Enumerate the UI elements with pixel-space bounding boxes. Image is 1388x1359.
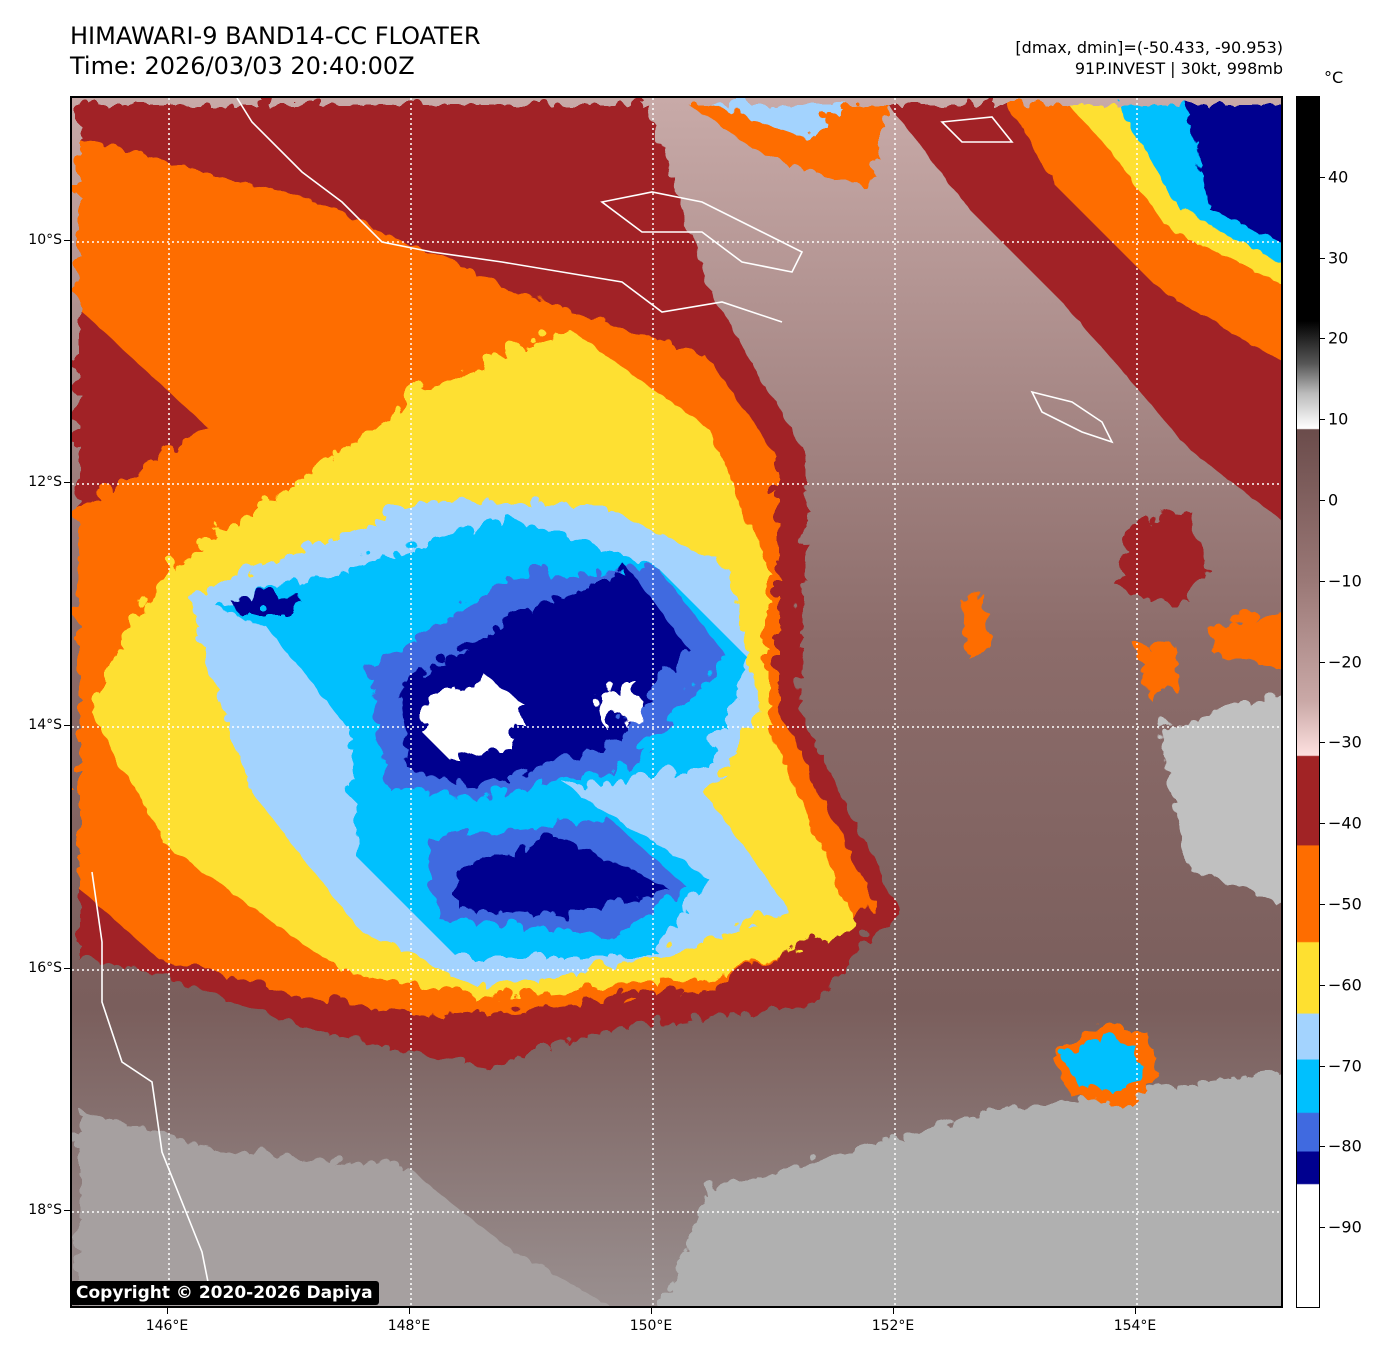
colorbar-tick-label: −60	[1328, 975, 1362, 995]
storm-info: 91P.INVEST | 30kt, 998mb	[1074, 59, 1283, 78]
temperature-range: [dmax, dmin]=(-50.433, -90.953)	[1015, 38, 1283, 57]
tick	[1135, 1308, 1136, 1314]
cloud-coldest	[417, 672, 522, 752]
coastline	[91, 98, 1114, 1303]
lon-label: 148°E	[387, 1318, 431, 1334]
colorbar-tick	[1320, 176, 1325, 178]
cloud-navy	[1182, 98, 1281, 241]
tick	[64, 1210, 70, 1211]
tick	[64, 482, 70, 483]
lat-label: 10°S	[28, 232, 62, 248]
cloud-cyan	[1057, 1027, 1137, 1092]
colorbar-tick-label: −10	[1328, 571, 1362, 591]
cloud-orange	[1132, 637, 1172, 692]
cloud-orange	[1202, 602, 1281, 662]
tick	[64, 968, 70, 969]
lon-label: 146°E	[145, 1318, 189, 1334]
cloud-orange	[682, 98, 882, 182]
colorbar-tick-label: 0	[1328, 490, 1339, 510]
colorbar-tick	[1320, 1227, 1325, 1229]
colorbar-tick	[1320, 419, 1325, 421]
colorbar-tick-label: 40	[1328, 167, 1349, 187]
tick	[651, 1308, 652, 1314]
colorbar-tick	[1320, 338, 1325, 340]
colorbar-tick	[1320, 984, 1325, 986]
figure-title: HIMAWARI-9 BAND14-CC FLOATER	[70, 22, 481, 50]
lon-label: 154°E	[1113, 1318, 1157, 1334]
colorbar-tick	[1320, 823, 1325, 825]
lat-label: 18°S	[28, 1202, 62, 1218]
low-cloud-area	[72, 1102, 615, 1306]
figure-time: Time: 2026/03/03 20:40:00Z	[70, 52, 415, 80]
cloud-coldest	[592, 677, 637, 720]
colorbar-tick-label: 20	[1328, 328, 1349, 348]
cloud-orange	[952, 587, 987, 652]
colorbar-unit: °C	[1324, 68, 1344, 87]
copyright-badge: Copyright © 2020-2026 Dapiya	[70, 1281, 379, 1305]
colorbar-tick-label: −80	[1328, 1136, 1362, 1156]
colorbar-tick-label: −40	[1328, 813, 1362, 833]
lat-label: 14°S	[28, 717, 62, 733]
colorbar-tick-label: 30	[1328, 248, 1349, 268]
tick	[64, 240, 70, 241]
lat-label: 16°S	[28, 960, 62, 976]
lat-label: 12°S	[28, 474, 62, 490]
graticule	[72, 98, 1281, 1306]
tick	[409, 1308, 410, 1314]
cloud-navy	[452, 832, 662, 912]
colorbar	[1296, 96, 1320, 1308]
tick	[167, 1308, 168, 1314]
colorbar-tick-label: −20	[1328, 652, 1362, 672]
colorbar-tick	[1320, 257, 1325, 259]
colorbar-tick-label: −30	[1328, 732, 1362, 752]
cloud-lightblue	[702, 98, 842, 132]
colorbar-tick	[1320, 904, 1325, 905]
colorbar-tick-label: 10	[1328, 409, 1349, 429]
tick	[64, 725, 70, 726]
colorbar-tick	[1320, 742, 1325, 744]
colorbar-tick	[1320, 1065, 1325, 1067]
cloud-red	[1112, 502, 1202, 602]
colorbar-tick	[1320, 1146, 1325, 1148]
colorbar-tick	[1320, 580, 1325, 582]
satellite-map	[70, 96, 1283, 1308]
colorbar-tick-label: −50	[1328, 894, 1362, 914]
ir-imagery	[72, 98, 1281, 1306]
colorbar-tick-label: −70	[1328, 1056, 1362, 1076]
colorbar-tick	[1320, 661, 1325, 663]
low-cloud-area	[1152, 683, 1281, 901]
cloud-navy	[222, 587, 292, 607]
lon-label: 152°E	[871, 1318, 915, 1334]
low-cloud-area	[653, 1062, 1281, 1306]
colorbar-tick	[1320, 500, 1325, 501]
lon-label: 150°E	[629, 1318, 673, 1334]
colorbar-tick-label: −90	[1328, 1217, 1362, 1237]
tick	[893, 1308, 894, 1314]
